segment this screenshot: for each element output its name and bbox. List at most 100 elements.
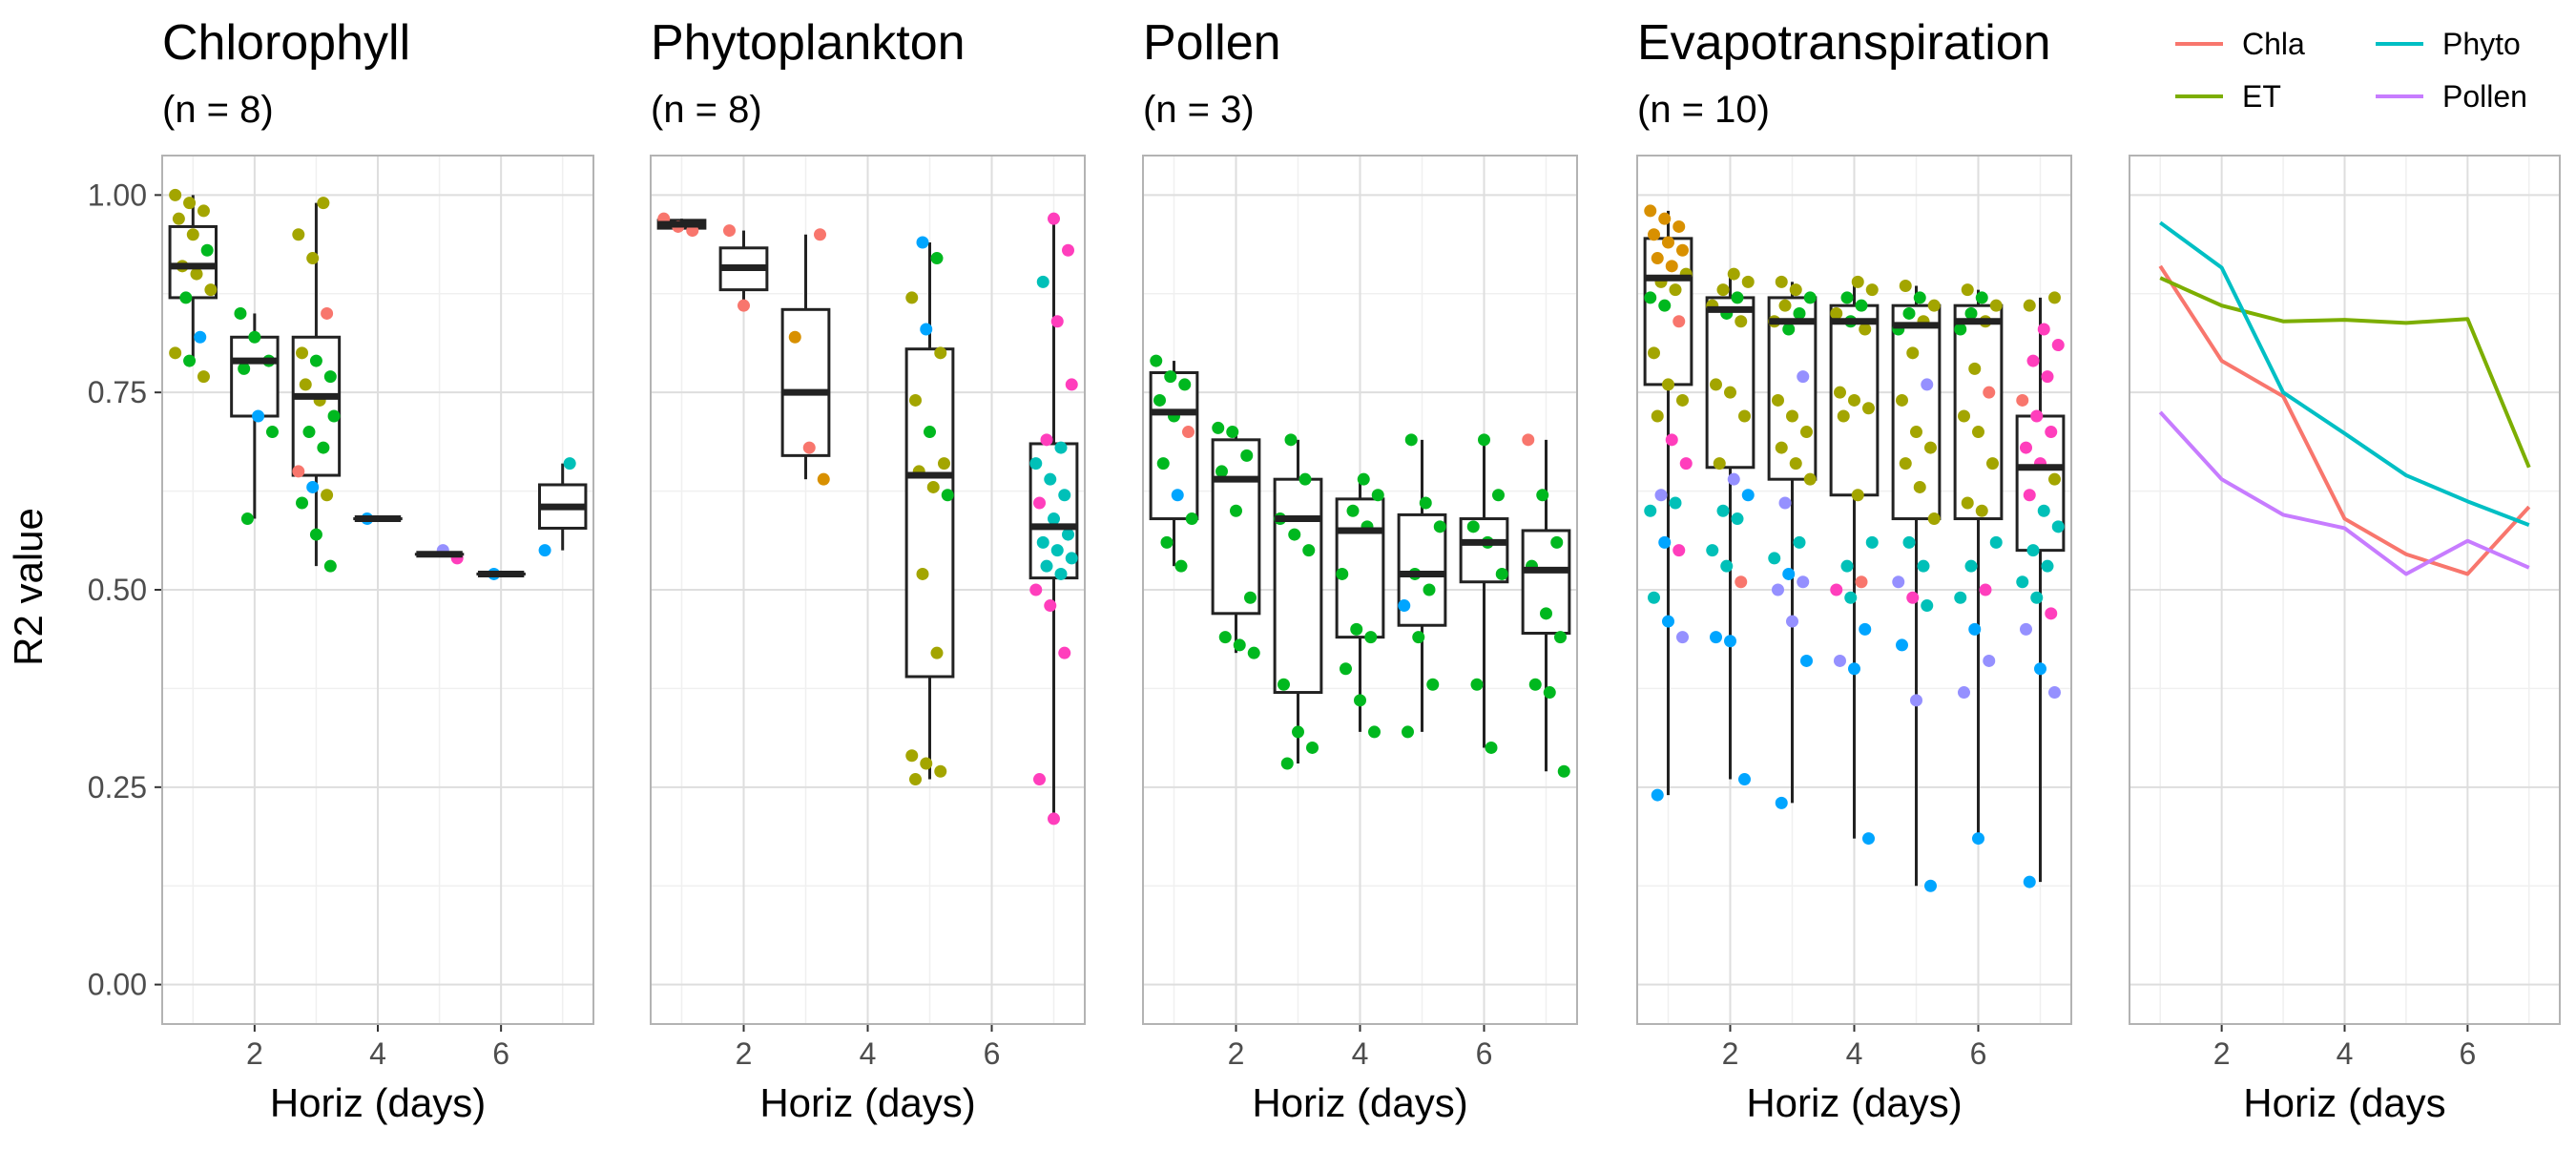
data-point: [1738, 410, 1751, 423]
data-point: [1735, 315, 1747, 327]
data-point: [241, 512, 254, 525]
data-point: [1048, 512, 1060, 525]
data-point: [1658, 536, 1671, 549]
legend-label: Chla: [2242, 27, 2305, 61]
data-point: [931, 647, 944, 659]
data-point: [1779, 497, 1792, 510]
data-point: [2030, 410, 2043, 423]
data-point: [1354, 694, 1366, 706]
data-point: [924, 426, 936, 438]
data-point: [1804, 473, 1817, 486]
data-point: [1962, 497, 1974, 510]
data-point: [252, 410, 264, 423]
data-point: [1306, 742, 1319, 754]
data-point: [2042, 370, 2054, 383]
data-point: [1662, 616, 1674, 628]
data-point: [1768, 552, 1780, 564]
data-point: [2052, 339, 2065, 351]
data-point: [934, 765, 946, 778]
data-point: [1554, 631, 1567, 643]
data-point: [328, 410, 341, 423]
data-point: [1670, 497, 1682, 510]
data-point: [942, 489, 954, 501]
panel-subtitle: (n = 8): [651, 89, 762, 131]
data-point: [1732, 512, 1744, 525]
data-point: [1986, 457, 1999, 470]
panel-title: Chlorophyll: [162, 15, 410, 71]
data-point: [2024, 300, 2036, 312]
data-point: [1848, 662, 1860, 675]
panel-title: Evapotranspiration: [1637, 15, 2051, 71]
data-point: [1540, 607, 1552, 619]
data-point: [2045, 426, 2057, 438]
data-point: [2038, 505, 2050, 517]
data-point: [1976, 291, 1988, 303]
data-point: [2016, 575, 2028, 588]
data-point: [1738, 773, 1751, 785]
data-point: [564, 457, 576, 470]
data-point: [1033, 497, 1046, 510]
data-point: [1372, 489, 1384, 501]
data-point: [1644, 505, 1656, 517]
data-point: [1219, 631, 1232, 643]
data-point: [1732, 291, 1744, 303]
data-point: [1398, 599, 1410, 612]
data-point: [1672, 544, 1685, 556]
data-point: [1896, 638, 1908, 651]
data-point: [1529, 679, 1542, 691]
x-tick-label: 4: [1846, 1036, 1863, 1071]
data-point: [1364, 631, 1377, 643]
data-point: [1972, 426, 1984, 438]
data-point: [1153, 394, 1166, 407]
data-point: [1420, 497, 1432, 510]
x-tick-label: 6: [1476, 1036, 1493, 1071]
data-point: [1914, 481, 1926, 493]
data-point: [266, 426, 279, 438]
data-point: [1402, 725, 1414, 738]
y-axis-title: R2 value: [6, 508, 51, 666]
data-point: [1652, 789, 1664, 802]
data-point: [1990, 536, 2003, 549]
data-point: [1240, 450, 1253, 462]
data-point: [737, 300, 750, 312]
data-point: [1350, 623, 1362, 636]
data-point: [1968, 363, 1981, 375]
data-point: [1666, 260, 1678, 272]
x-axis-title: Horiz (days): [759, 1080, 975, 1125]
data-point: [1830, 584, 1842, 596]
data-point: [296, 497, 308, 510]
data-point: [324, 370, 337, 383]
data-point: [1648, 228, 1660, 240]
data-point: [1965, 560, 1978, 573]
data-point: [1478, 433, 1490, 446]
data-point: [1051, 544, 1064, 556]
data-point: [1983, 655, 1995, 667]
data-point: [1804, 291, 1817, 303]
data-point: [1852, 489, 1864, 501]
data-point: [234, 307, 246, 320]
data-point: [1041, 433, 1053, 446]
data-point: [1841, 560, 1854, 573]
data-point: [179, 291, 192, 303]
data-point: [1706, 544, 1718, 556]
data-point: [1426, 679, 1439, 691]
data-point: [1058, 647, 1070, 659]
data-point: [539, 544, 551, 556]
data-point: [2027, 355, 2040, 367]
data-point: [1182, 426, 1195, 438]
data-point: [1347, 505, 1360, 517]
data-point: [1644, 204, 1656, 217]
data-point: [1859, 623, 1871, 636]
data-point: [1648, 346, 1660, 359]
data-point: [204, 283, 217, 296]
data-point: [1672, 220, 1685, 233]
data-point: [1544, 686, 1556, 699]
data-point: [1724, 387, 1736, 399]
data-point: [1412, 631, 1424, 643]
x-axis-title: Horiz (days): [270, 1080, 486, 1125]
data-point: [1862, 402, 1875, 414]
data-point: [2020, 442, 2032, 454]
data-point: [1848, 394, 1860, 407]
y-tick-label: 0.75: [88, 375, 147, 409]
data-point: [920, 324, 932, 336]
